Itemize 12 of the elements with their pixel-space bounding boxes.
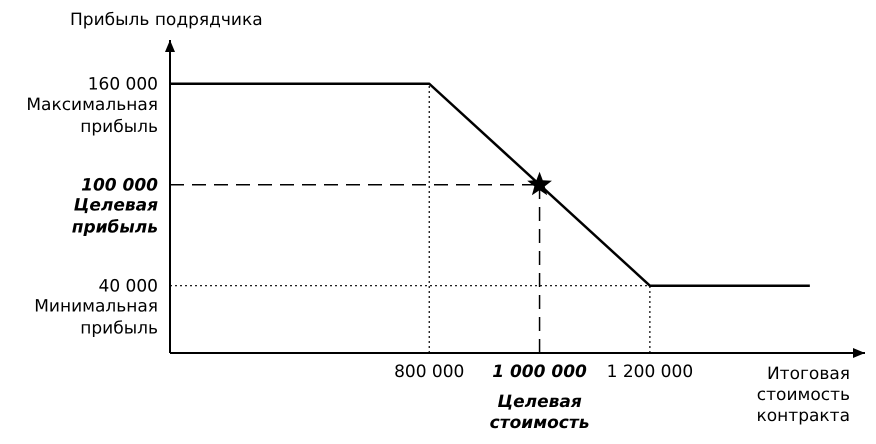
text: Минимальная прибыль xyxy=(34,296,158,339)
x-axis-title: Итоговая стоимость контракта xyxy=(756,364,850,426)
y-tick-label: 40 000 xyxy=(98,276,158,297)
text: Целевая стоимость xyxy=(490,392,590,433)
x-tick-label: 1 200 000 xyxy=(606,362,694,382)
text: Максимальная прибыль xyxy=(26,94,158,137)
y-tick-label: 160 000 xyxy=(88,74,158,95)
x-tick-label: 800 000 xyxy=(394,362,464,382)
text: Целевая прибыль xyxy=(72,196,158,238)
y-tick-label: 100 000 xyxy=(81,176,158,196)
x-tick-label: 1 000 000 xyxy=(492,362,588,382)
y-axis-title: Прибыль подрядчика xyxy=(70,10,263,30)
